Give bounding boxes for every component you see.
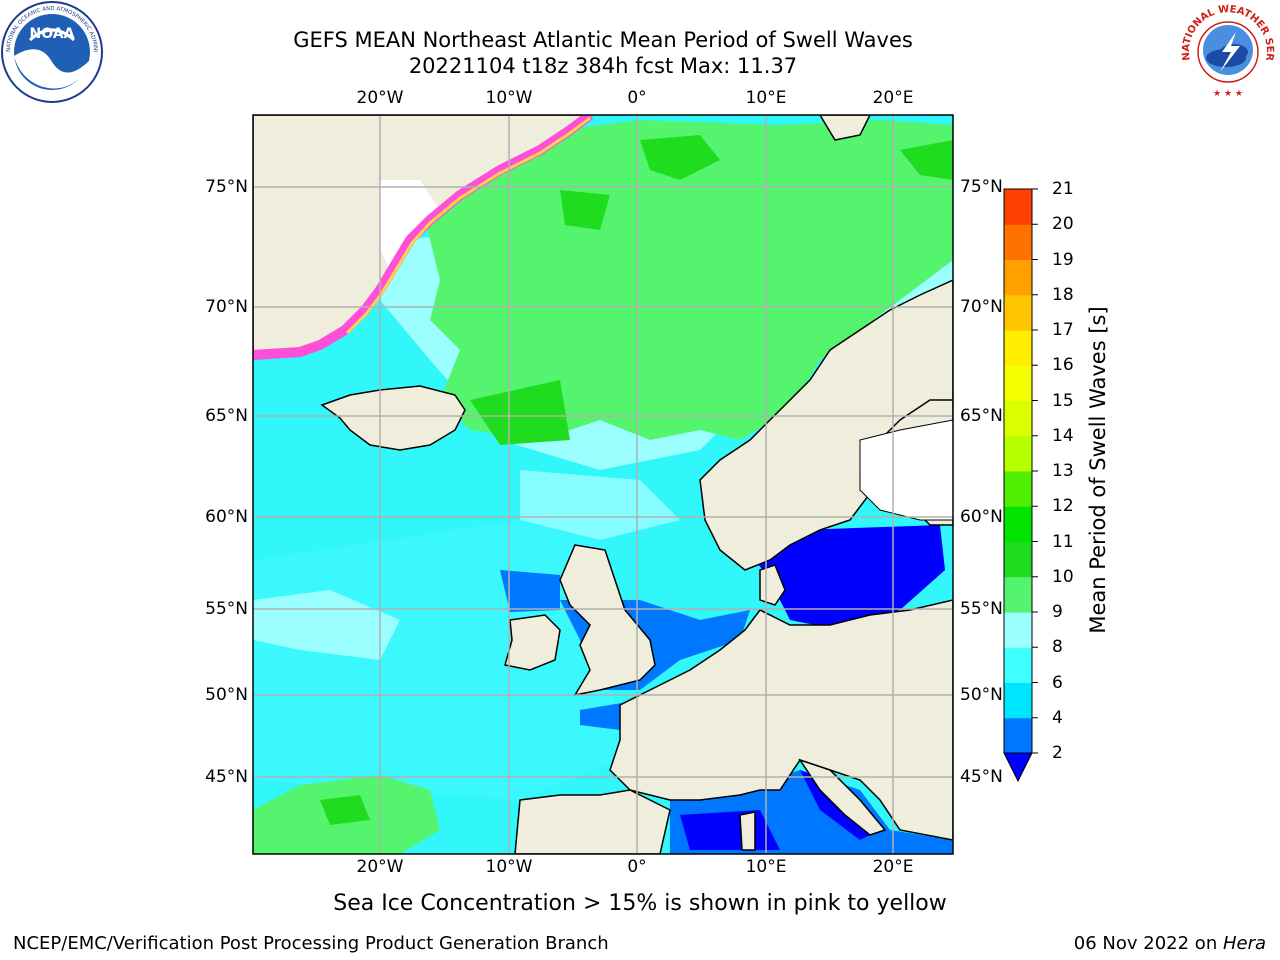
lat-tick-left: 65°N [205,406,248,426]
colorbar-segment [1004,541,1032,578]
colorbar-segment [1004,189,1032,225]
colorbar-level-label: 17 [1052,320,1074,340]
noaa-logo-text: NOAA [30,26,75,42]
colorbar-level-label: 20 [1052,214,1074,235]
lat-tick-right: 65°N [960,406,1003,426]
colorbar-level-label: 10 [1052,566,1074,587]
colorbar-level-label: 2 [1052,743,1063,763]
colorbar-segment [1004,400,1032,437]
map-title: GEFS MEAN Northeast Atlantic Mean Period… [293,28,913,52]
colorbar-segment [1004,365,1032,401]
lon-tick-bottom: 20°W [356,857,404,877]
colorbar-level-label: 19 [1052,249,1074,270]
colorbar-segment [1004,259,1032,296]
colorbar-under-arrow [1003,752,1033,783]
colorbar-segment [1004,435,1032,472]
lat-tick-right: 50°N [960,685,1003,705]
colorbar-level-label: 13 [1052,461,1074,481]
map-frame [252,114,954,855]
colorbar-level-label: 15 [1052,390,1074,411]
lat-tick-right: 60°N [960,507,1003,527]
noaa-logo: NOAA NATIONAL OCEANIC AND ATMOSPHERIC AD… [0,0,103,103]
lat-tick-left: 55°N [205,599,248,619]
colorbar-segment [1004,647,1032,683]
colorbar-level-label: 9 [1052,602,1063,622]
lat-tick-left: 75°N [205,177,248,197]
lon-tick-top: 10°W [485,88,533,108]
colorbar [1003,188,1038,783]
nws-logo: NATIONAL WEATHER SERVICE ★ ★ ★ [1176,0,1278,102]
footer-date-text: 06 Nov 2022 on [1073,933,1223,954]
map-subtitle: 20221104 t18z 384h fcst Max: 11.37 [408,54,798,78]
footer-date: 06 Nov 2022 on Hera [1074,933,1266,954]
lat-tick-right: 55°N [960,599,1003,619]
lon-tick-bottom: 0° [627,857,647,877]
swell-9-10s-north [420,120,953,440]
lon-tick-bottom: 20°E [872,857,914,877]
footer-credit: NCEP/EMC/Verification Post Processing Pr… [13,933,609,954]
lon-tick-top: 20°W [356,88,404,108]
colorbar-level-label: 6 [1052,672,1063,693]
sea-ice-edge [253,115,593,360]
graticule [253,115,953,854]
colorbar-level-label: 12 [1052,496,1074,517]
lat-tick-right: 45°N [960,767,1003,787]
colorbar-level-label: 4 [1052,707,1063,728]
colorbar-level-label: 18 [1052,284,1074,305]
colorbar-level-label: 8 [1052,637,1063,658]
colorbar-segment [1004,471,1032,507]
colorbar-segment [1004,612,1032,648]
sea-ice-note: Sea Ice Concentration > 15% is shown in … [333,891,947,916]
colorbar-level-label: 14 [1052,425,1074,446]
lon-tick-top: 0° [627,88,647,108]
colorbar-level-label: 11 [1052,531,1074,552]
lon-tick-top: 10°E [745,88,787,108]
lat-tick-left: 50°N [205,685,248,705]
colorbar-level-label: 21 [1052,179,1074,199]
colorbar-segment [1004,224,1032,260]
colorbar-segment [1004,330,1032,366]
colorbar-level-label: 16 [1052,355,1074,376]
colorbar-segment [1004,576,1032,613]
colorbar-segment [1004,506,1032,542]
lat-tick-right: 75°N [960,177,1003,197]
lat-tick-left: 45°N [205,767,248,787]
footer-host: Hera [1222,933,1266,954]
colorbar-segment [1004,294,1032,331]
lon-tick-bottom: 10°W [485,857,533,877]
lon-tick-bottom: 10°E [745,857,787,877]
svg-text:★ ★ ★: ★ ★ ★ [1213,89,1243,99]
colorbar-title: Mean Period of Swell Waves [s] [1086,306,1110,634]
colorbar-segment [1004,717,1032,754]
lat-tick-right: 70°N [960,297,1003,317]
colorbar-segment [1004,682,1032,719]
lat-tick-left: 60°N [205,507,248,527]
lat-tick-left: 70°N [205,297,248,317]
lon-tick-top: 20°E [872,88,914,108]
